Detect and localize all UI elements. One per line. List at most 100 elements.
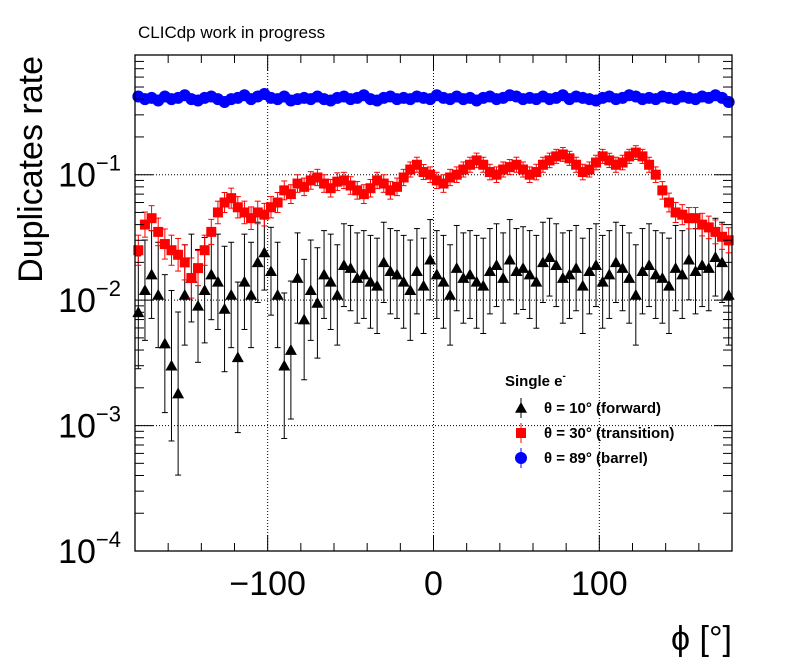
data-point [212, 207, 223, 218]
data-point [133, 245, 144, 256]
data-point [318, 268, 331, 280]
data-point [172, 387, 185, 399]
data-point [643, 259, 656, 270]
legend-label: θ = 89° (barrel) [544, 450, 648, 467]
data-point [703, 222, 714, 233]
data-point [451, 169, 462, 180]
data-point [610, 159, 621, 170]
data-point [258, 246, 271, 258]
data-point [484, 167, 495, 178]
data-point [238, 275, 251, 287]
data-point [629, 288, 642, 300]
data-point [604, 155, 615, 166]
data-point [463, 268, 476, 280]
data-point [649, 268, 662, 280]
data-point [291, 272, 304, 283]
data-point [696, 259, 709, 270]
data-point [636, 265, 649, 277]
data-point [544, 155, 555, 166]
data-point [571, 159, 582, 170]
data-point [298, 313, 311, 325]
data-point [498, 164, 509, 175]
data-point [319, 178, 330, 189]
data-point [464, 159, 475, 170]
data-point [325, 183, 336, 194]
y-tick-label-exponent: −1 [96, 151, 121, 176]
data-point [709, 251, 722, 262]
data-point [345, 180, 356, 191]
data-point [570, 262, 583, 273]
data-point [616, 262, 629, 273]
data-point [332, 176, 343, 187]
data-point [551, 151, 562, 162]
data-point [352, 185, 363, 196]
data-point [576, 279, 589, 291]
data-point [656, 272, 669, 283]
data-point [245, 288, 258, 300]
data-point [438, 178, 449, 189]
data-point [259, 209, 270, 220]
data-point [246, 213, 257, 224]
data-point [543, 251, 556, 262]
data-point [471, 155, 482, 166]
legend-label: θ = 30° (transition) [544, 425, 674, 442]
data-point [292, 178, 303, 189]
data-point [477, 279, 490, 291]
data-point [536, 256, 549, 268]
data-point [305, 175, 316, 186]
chart-annotation: CLICdp work in progress [138, 23, 325, 42]
x-tick-label: 0 [424, 565, 443, 603]
data-point [557, 149, 568, 160]
legend-label: θ = 10° (forward) [544, 400, 661, 417]
data-point [523, 268, 536, 280]
data-point [511, 159, 522, 170]
data-point [265, 202, 276, 213]
data-point [211, 275, 224, 287]
data-point [531, 167, 542, 178]
data-point [166, 245, 177, 256]
data-point [384, 265, 397, 277]
y-tick-label-base: 10 [58, 282, 96, 320]
data-point [405, 164, 416, 175]
y-tick-label-exponent: −3 [96, 402, 121, 427]
data-point [344, 262, 357, 273]
data-point [411, 159, 422, 170]
data-point [483, 265, 496, 277]
legend: Single e- θ = 10° (forward) θ = 30° (tran… [505, 371, 674, 468]
data-point [338, 175, 349, 186]
data-point [192, 299, 205, 311]
data-point [590, 259, 603, 270]
data-point [146, 213, 157, 224]
data-point [284, 344, 297, 355]
legend-header: Single e- [505, 371, 566, 390]
data-point [644, 159, 655, 170]
data-point [232, 202, 243, 213]
y-tick-label: 10−4 [58, 527, 121, 571]
data-point [391, 268, 404, 280]
legend-header-sup: - [563, 371, 566, 382]
x-axis-title: ϕ [°] [671, 620, 732, 658]
legend-item: θ = 30° (transition) [516, 423, 674, 443]
data-point [444, 288, 457, 300]
data-point [637, 151, 648, 162]
data-point [218, 302, 231, 314]
data-point [392, 181, 403, 192]
data-point [577, 167, 588, 178]
data-point [517, 262, 530, 273]
data-point [410, 265, 423, 277]
data-point [278, 359, 291, 371]
data-point [285, 189, 296, 200]
data-point [225, 288, 238, 300]
data-point [351, 272, 364, 283]
data-point [670, 207, 681, 218]
y-tick-label-exponent: −2 [96, 276, 121, 301]
y-tick-label: 10−3 [58, 402, 121, 446]
data-point [337, 259, 350, 270]
data-point [623, 272, 636, 283]
x-tick-label: 100 [571, 565, 628, 603]
data-point [199, 245, 210, 256]
data-point [450, 262, 463, 273]
legend-marker [515, 402, 527, 413]
data-point [178, 288, 191, 300]
